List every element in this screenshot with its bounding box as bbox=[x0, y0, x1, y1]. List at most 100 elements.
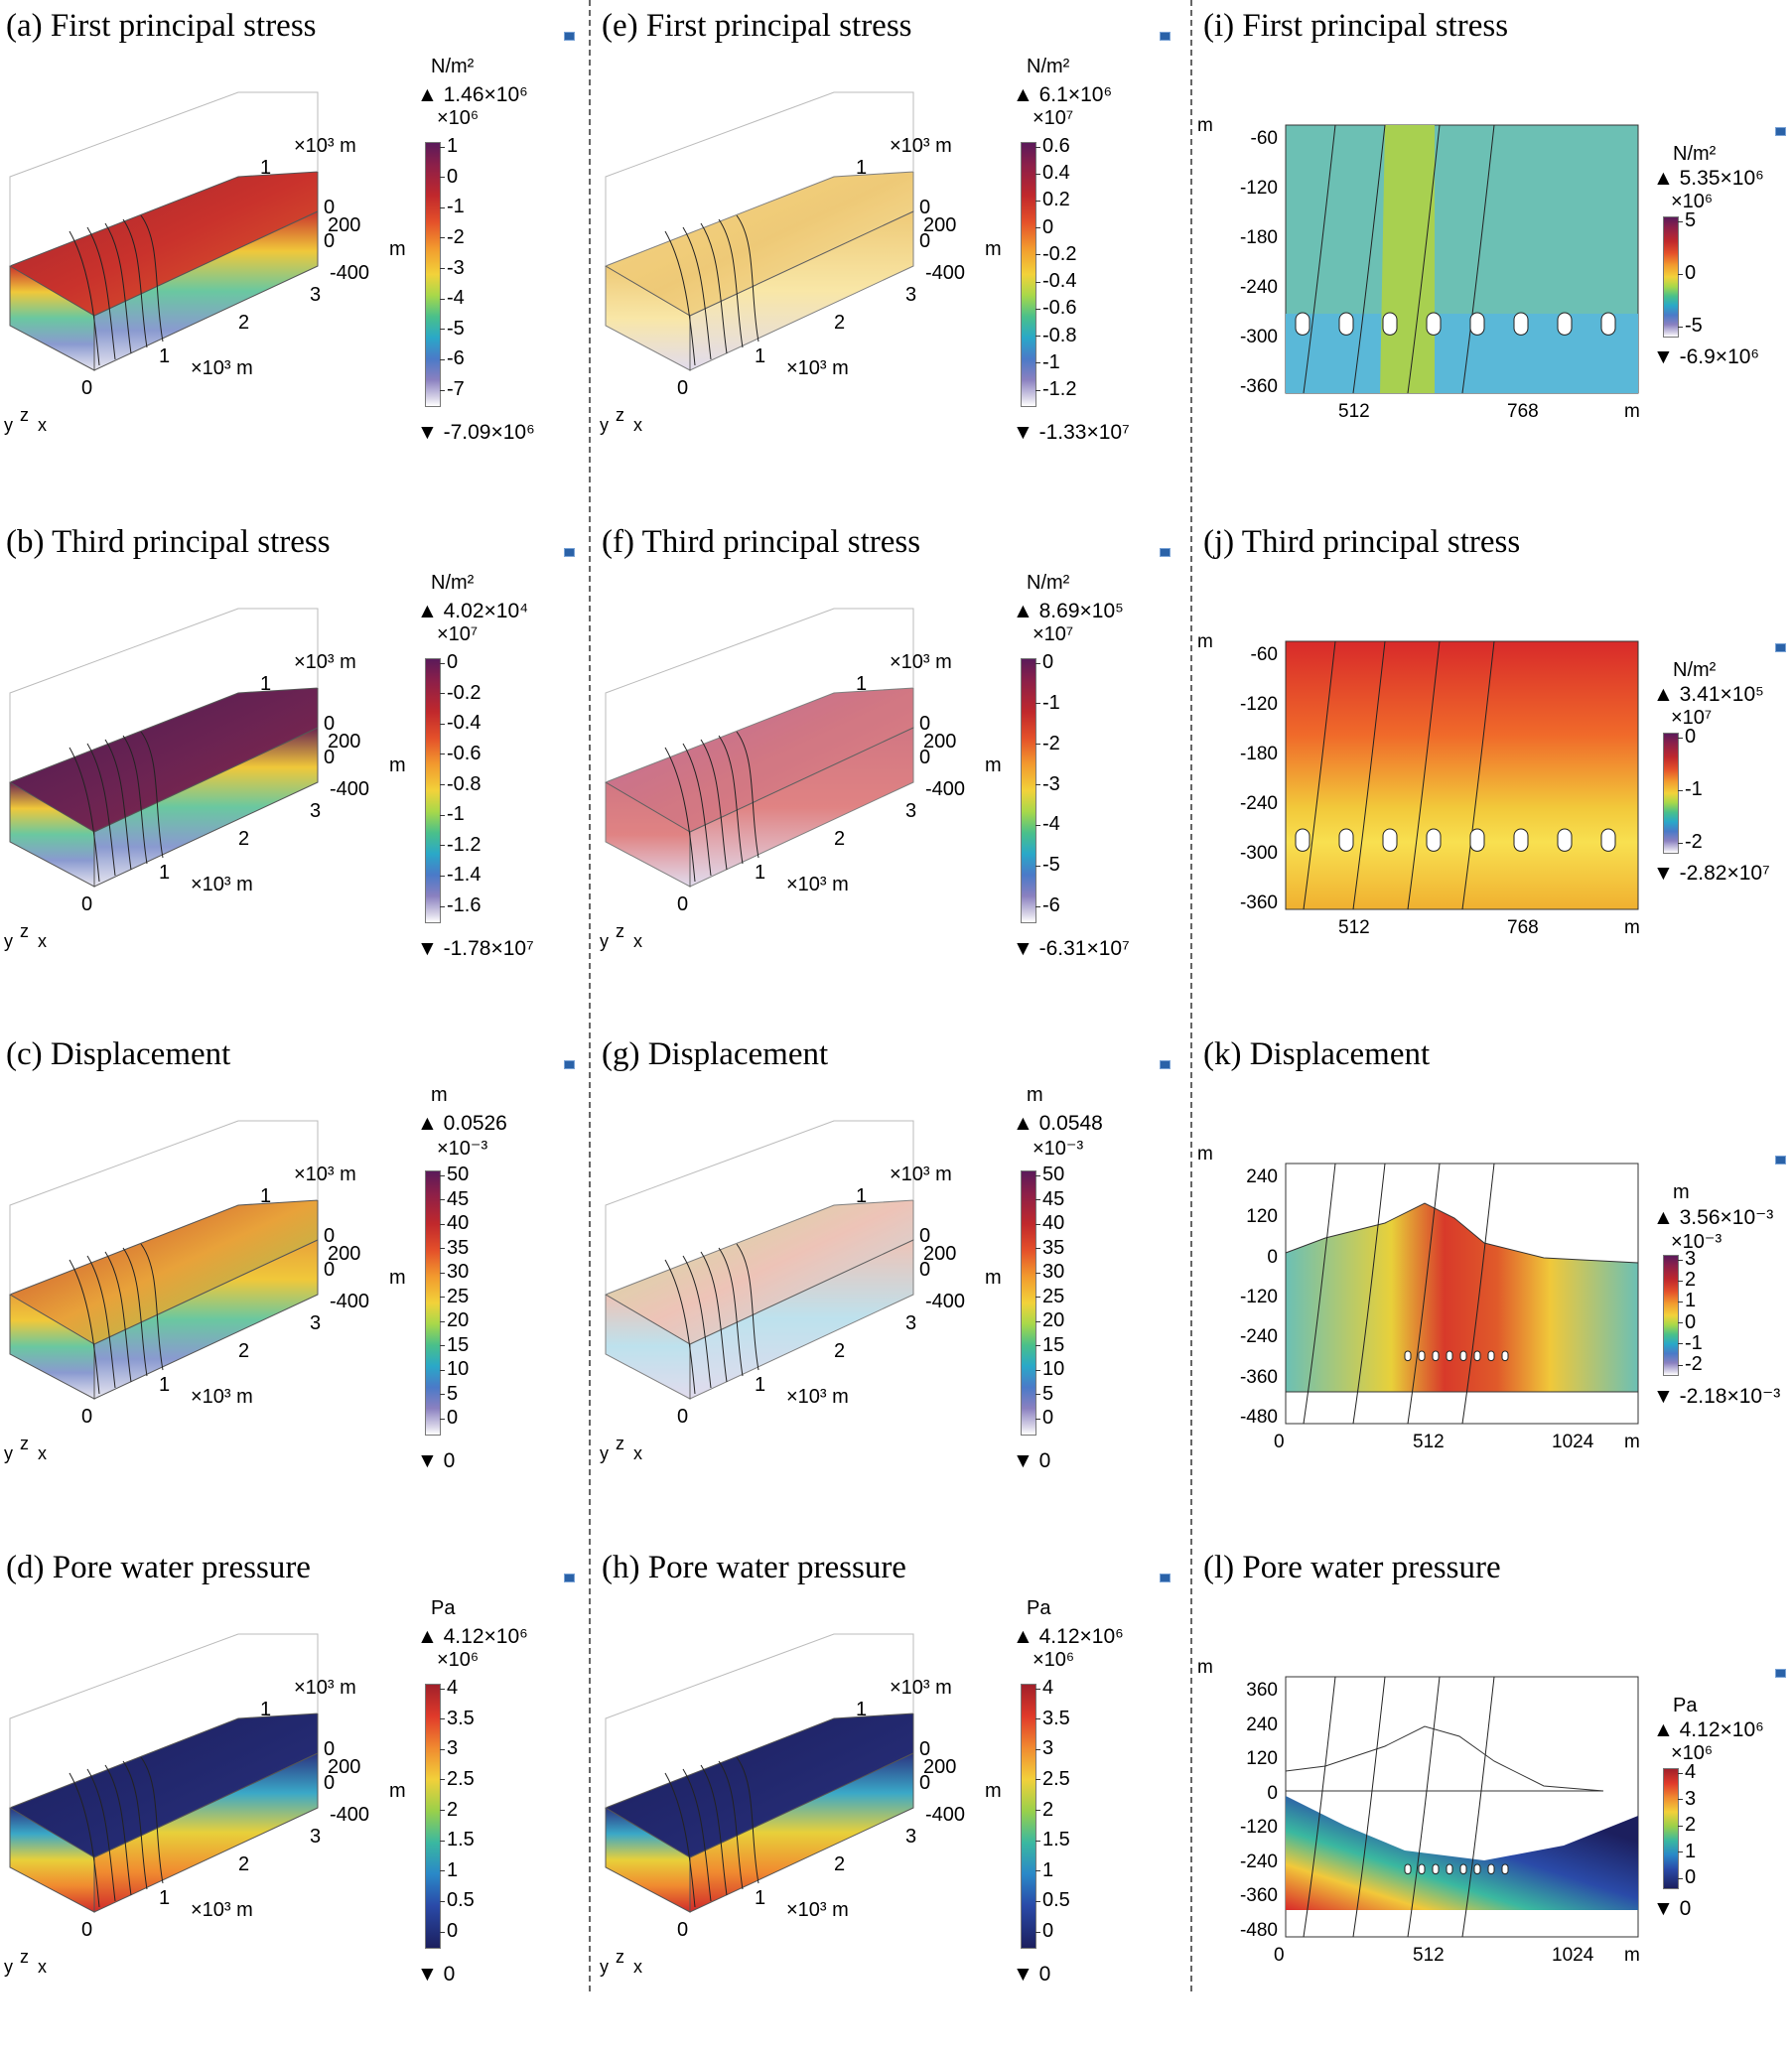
x-tick: 0 bbox=[677, 1919, 689, 1941]
colorbar-tick: 3 bbox=[1677, 1787, 1697, 1810]
colorbar-tick: 35 bbox=[1034, 1236, 1065, 1259]
model-side-face bbox=[93, 210, 319, 371]
fault-line bbox=[1303, 1163, 1336, 1425]
plot-area bbox=[1285, 1676, 1639, 1938]
triad-x-label: x bbox=[38, 415, 47, 435]
colorbar-tick: 5 bbox=[439, 1382, 459, 1405]
legend-max: ▲ 8.69×10⁵ bbox=[1013, 600, 1124, 623]
min-triangle-icon: ▼ bbox=[417, 1963, 444, 1986]
colorbar-tick: 0 bbox=[1034, 651, 1054, 673]
colorbar-tick: -4 bbox=[1035, 813, 1060, 836]
colorbar-tick: 1 bbox=[1677, 1290, 1697, 1312]
colorbar-tick: -4 bbox=[440, 287, 465, 310]
fault-line bbox=[122, 218, 148, 348]
triad-x-label: x bbox=[38, 931, 47, 951]
x-unit-label: ×10³ m bbox=[786, 1386, 849, 1408]
ground-outline bbox=[1285, 1725, 1604, 1792]
x-tick: 3 bbox=[310, 800, 322, 822]
legend-min-value: -2.82×10⁷ bbox=[1679, 862, 1770, 885]
colorbar-tick: 0 bbox=[1677, 262, 1697, 284]
fault-line bbox=[69, 230, 100, 366]
min-triangle-icon: ▼ bbox=[1653, 345, 1680, 368]
y-unit-label: ×10³ m bbox=[294, 135, 356, 157]
axis-frame bbox=[9, 608, 319, 782]
legend-max-value: 6.1×10⁶ bbox=[1038, 83, 1113, 106]
panel-corner-icon bbox=[564, 32, 575, 41]
tunnel-opening bbox=[1557, 828, 1573, 852]
colorbar bbox=[425, 1684, 441, 1949]
y-tick: 0 bbox=[324, 1225, 336, 1247]
model-block bbox=[604, 1633, 914, 1913]
colorbar-tick: -1 bbox=[1678, 778, 1703, 800]
x-tick: 2 bbox=[238, 312, 250, 334]
legend-multiplier: ×10⁶ bbox=[1671, 1742, 1714, 1764]
tunnel-opening bbox=[1501, 1350, 1509, 1362]
legend-max-value: 4.12×10⁶ bbox=[1038, 1625, 1124, 1648]
x-unit-label: m bbox=[1624, 917, 1640, 938]
plot-area bbox=[1285, 640, 1639, 910]
colorbar-tick: 40 bbox=[439, 1212, 470, 1234]
tunnel-opening bbox=[1382, 312, 1398, 336]
axis-frame bbox=[605, 91, 914, 266]
fault-line bbox=[700, 739, 728, 871]
x-tick: 3 bbox=[905, 800, 917, 822]
legend-min-value: -2.18×10⁻³ bbox=[1679, 1385, 1781, 1408]
legend-unit: m bbox=[1673, 1181, 1690, 1203]
y-tick: -240 bbox=[1239, 277, 1278, 298]
axis-frame bbox=[9, 1120, 319, 1295]
y-tick: -480 bbox=[1239, 1407, 1278, 1428]
legend-max-value: 8.69×10⁵ bbox=[1038, 600, 1124, 622]
tunnel-opening bbox=[1487, 1863, 1495, 1875]
max-triangle-icon: ▲ bbox=[417, 1625, 444, 1648]
min-triangle-icon: ▼ bbox=[1013, 1449, 1039, 1472]
x-tick: 512 bbox=[1338, 917, 1370, 938]
panel-corner-icon bbox=[564, 1574, 575, 1582]
fault-line bbox=[104, 222, 132, 354]
fault-line bbox=[86, 743, 116, 877]
colorbar-tick: -1 bbox=[1035, 350, 1060, 373]
fault-line bbox=[736, 1243, 759, 1371]
y-tick: 1 bbox=[856, 1185, 868, 1207]
fault-line bbox=[122, 1247, 148, 1377]
z-tick: 200 bbox=[923, 1756, 957, 1778]
x-tick: 0 bbox=[677, 893, 689, 915]
colorbar-tick: 0 bbox=[439, 1407, 459, 1429]
fault-line bbox=[1352, 640, 1386, 910]
z-tick: 200 bbox=[328, 731, 361, 753]
tunnel-opening bbox=[1487, 1350, 1495, 1362]
legend-min: ▼ 0 bbox=[417, 1963, 455, 1987]
legend-max-value: 4.02×10⁴ bbox=[443, 600, 529, 622]
colorbar-tick: 1 bbox=[439, 1858, 459, 1881]
y-tick: -180 bbox=[1239, 227, 1278, 248]
panel-title: (d) Pore water pressure bbox=[6, 1550, 311, 1585]
legend-multiplier: ×10⁷ bbox=[1033, 107, 1074, 129]
triad-x-label: x bbox=[38, 1443, 47, 1463]
tunnel-opening bbox=[1446, 1863, 1453, 1875]
legend-min: ▼ -2.82×10⁷ bbox=[1653, 862, 1770, 886]
fault-line bbox=[682, 1255, 712, 1389]
z-tick: 0 bbox=[919, 747, 931, 768]
fault-line bbox=[104, 739, 132, 871]
tunnel-opening bbox=[1295, 828, 1310, 852]
tunnel-opening bbox=[1418, 1863, 1426, 1875]
triad-x-label: x bbox=[633, 415, 642, 435]
fault-line bbox=[1352, 124, 1386, 394]
x-tick: 0 bbox=[677, 1406, 689, 1428]
tunnel-opening bbox=[1432, 1350, 1440, 1362]
z-unit-label: m bbox=[389, 1267, 406, 1289]
panel-c1p0: (e) First principal stress 0 1 2 3 ×10³ m ×10³… bbox=[596, 8, 1181, 514]
colorbar-tick: -3 bbox=[440, 256, 465, 279]
x-tick: 1 bbox=[755, 1374, 766, 1396]
legend-multiplier: ×10⁷ bbox=[1033, 623, 1074, 645]
colorbar-tick: -0.6 bbox=[1034, 297, 1077, 320]
colorbar-tick: 30 bbox=[439, 1261, 470, 1283]
z-unit-label: m bbox=[389, 238, 406, 260]
fault-line bbox=[140, 214, 164, 343]
fault-line bbox=[140, 1756, 164, 1884]
z-tick: 0 bbox=[919, 1772, 931, 1794]
tunnel-opening bbox=[1513, 828, 1529, 852]
fault-line bbox=[122, 1760, 148, 1890]
model-block bbox=[8, 1633, 319, 1913]
y-tick: -120 bbox=[1239, 694, 1278, 715]
x-tick: 3 bbox=[905, 1312, 917, 1334]
